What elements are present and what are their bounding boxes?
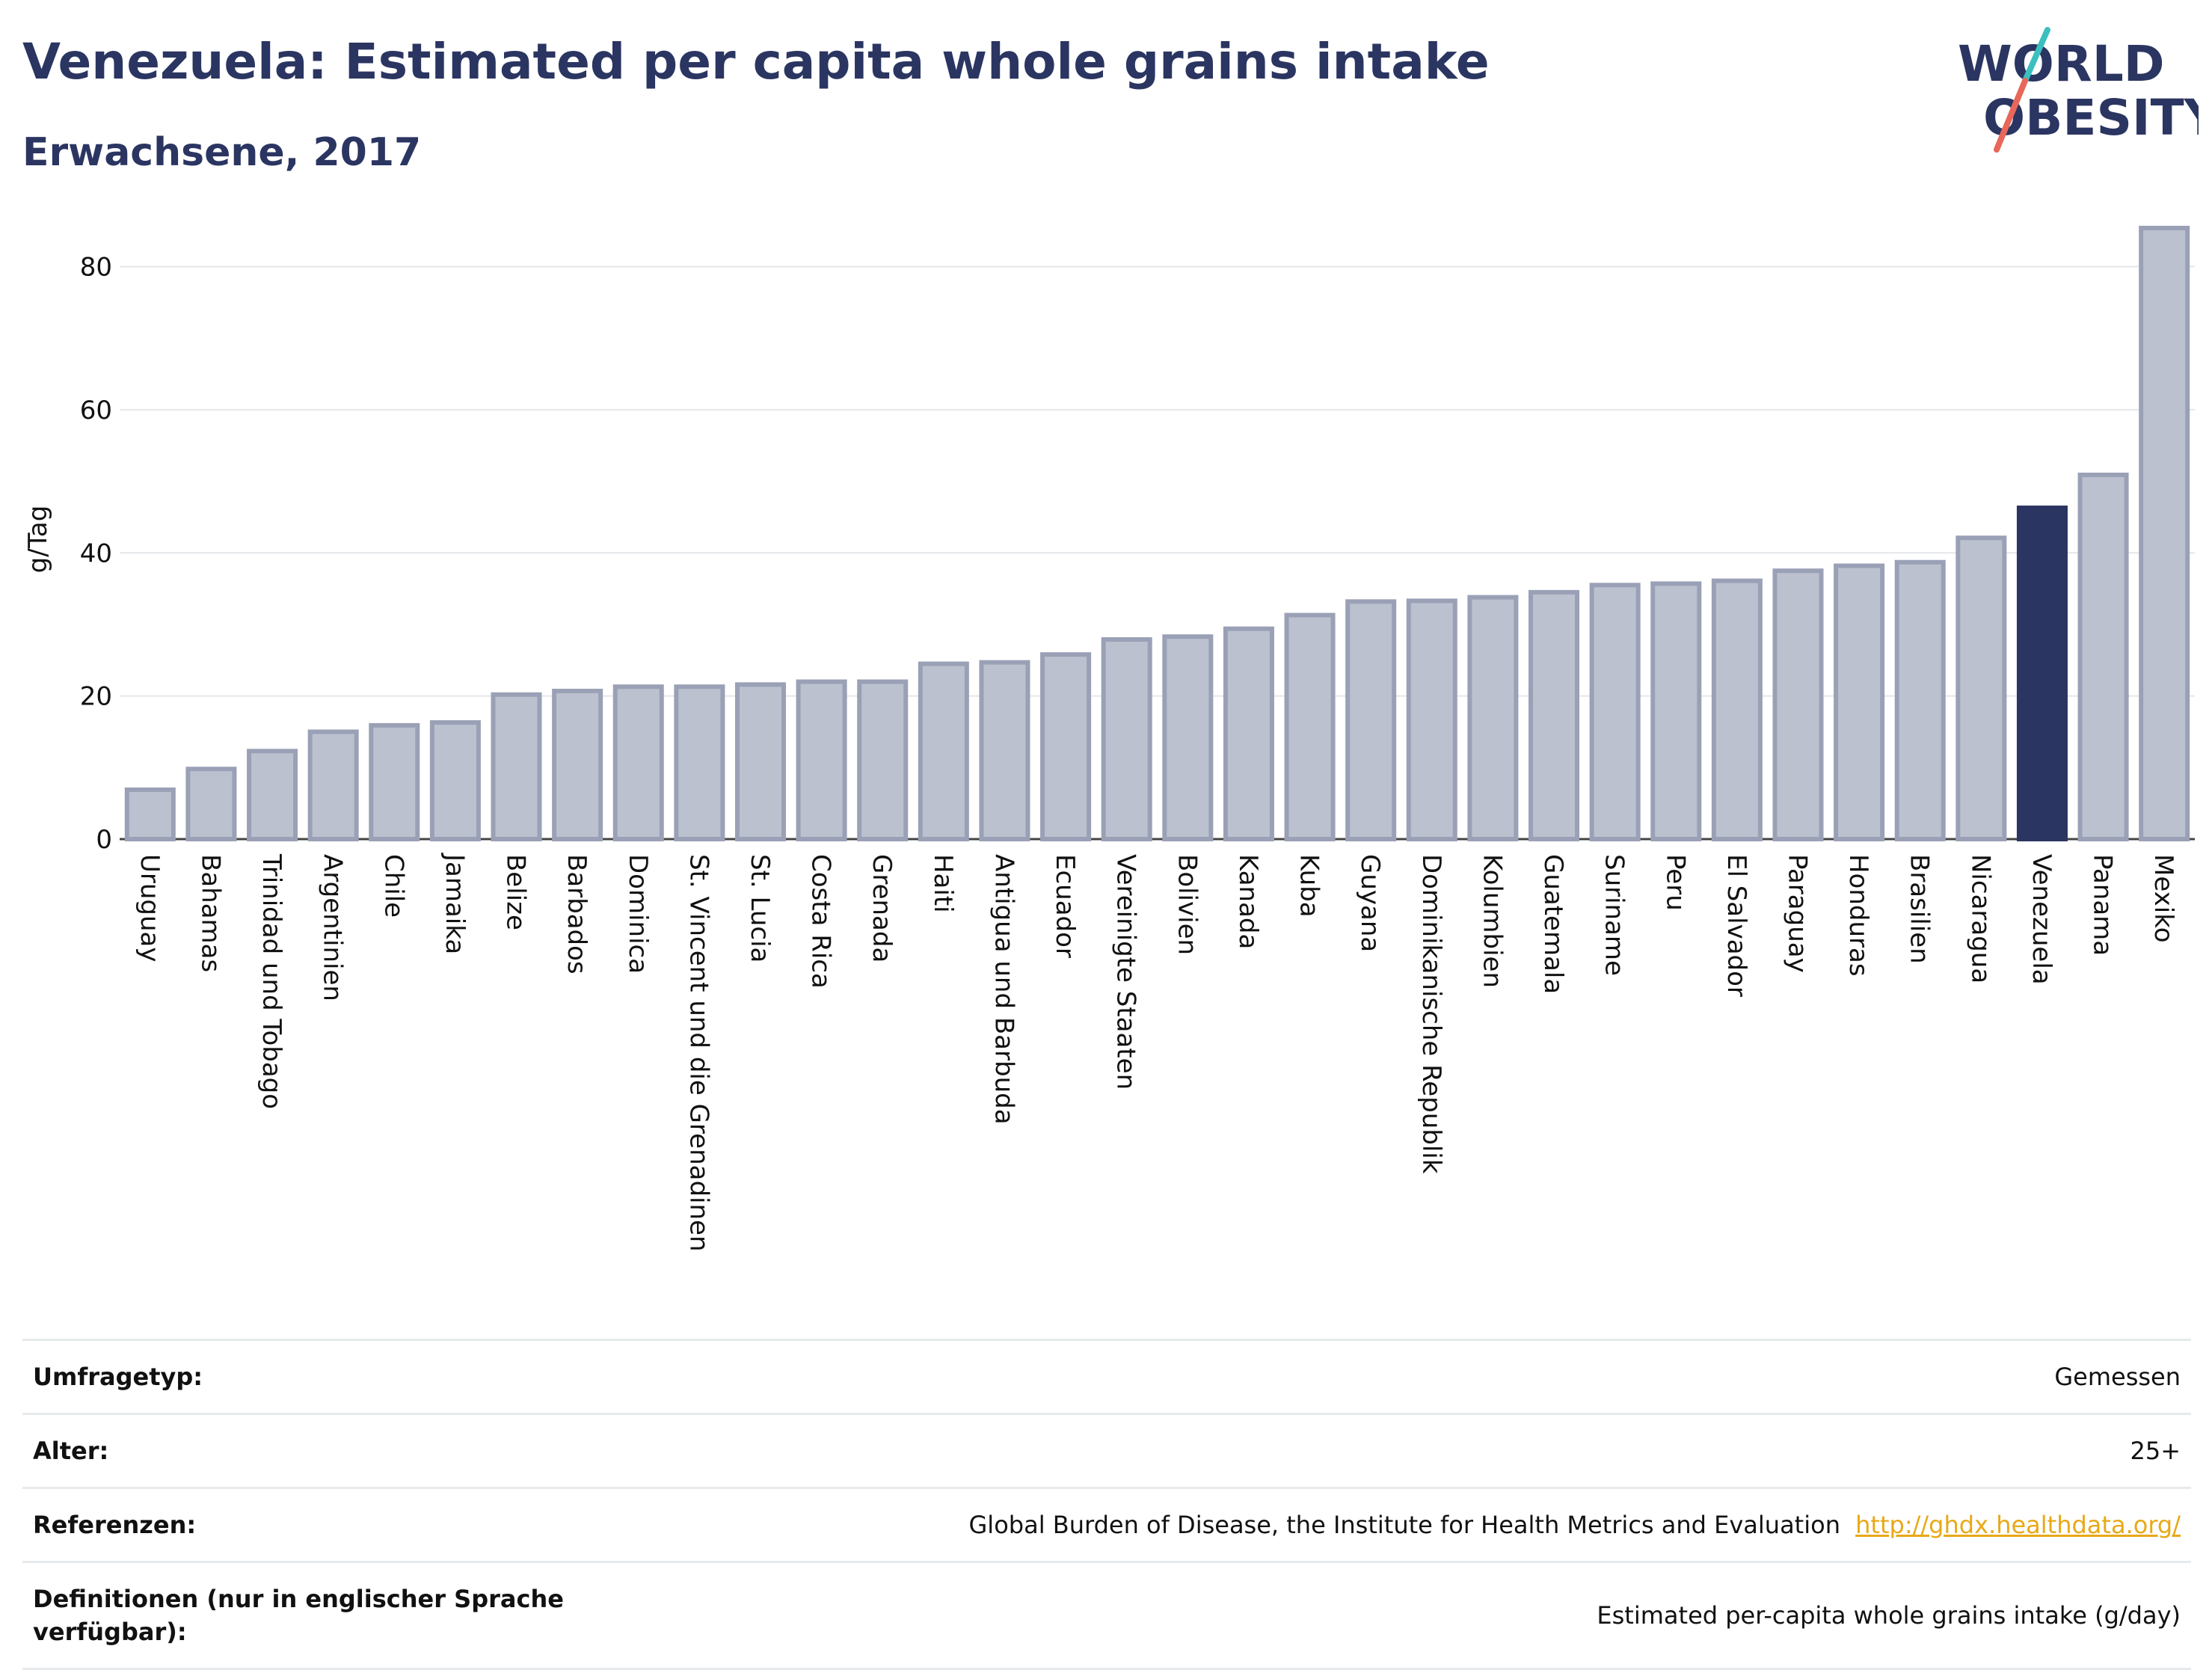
bar-kanada: [1223, 626, 1274, 841]
y-axis: 0 20 40 60 80: [80, 253, 112, 855]
bar-vereinigte-staaten: [1101, 637, 1152, 841]
y-tick-label: 0: [96, 825, 112, 855]
x-tick-label: Venezuela: [2027, 854, 2056, 985]
bar-barbados: [552, 688, 603, 842]
x-tick-label: St. Lucia: [745, 854, 775, 963]
x-tick-label: Dominica: [623, 854, 653, 974]
bar-mexiko: [2139, 225, 2190, 842]
bar-guyana: [1345, 599, 1397, 841]
reference-link[interactable]: http://ghdx.healthdata.org/: [1855, 1511, 2181, 1539]
bar-dominikanische-republik: [1406, 598, 1457, 841]
bar-bolivien: [1162, 634, 1214, 841]
bar-chile: [369, 722, 420, 841]
bar-kolumbien: [1467, 595, 1519, 841]
x-axis-labels: Uruguay Bahamas Trinidad und Tobago Argenti…: [135, 853, 2178, 1252]
y-tick-label: 80: [80, 253, 112, 283]
bar-paraguay: [1772, 568, 1824, 841]
info-row-definitions: Definitionen (nur in englischer Sprache …: [22, 1561, 2191, 1670]
x-tick-label: Dominikanische Republik: [1416, 854, 1446, 1174]
logo-text-world: WORLD: [1958, 35, 2165, 93]
bar-belize: [491, 692, 542, 841]
x-tick-label: El Salvador: [1721, 854, 1751, 997]
info-key: Umfragetyp:: [33, 1363, 203, 1391]
logo-slash-coral: [1994, 78, 2028, 153]
x-tick-label: Peru: [1660, 854, 1690, 911]
bar-costa-rica: [796, 679, 847, 841]
bar-nicaragua: [1956, 535, 2007, 841]
info-row-references: Referenzen: Global Burden of Disease, th…: [22, 1487, 2191, 1561]
x-tick-label: Belize: [501, 854, 531, 930]
bar-jamaika: [429, 720, 481, 841]
y-tick-label: 20: [80, 682, 112, 712]
reference-text: Global Burden of Disease, the Institute …: [968, 1511, 1840, 1539]
bar-argentinien: [307, 729, 359, 842]
x-tick-label: Grenada: [867, 854, 897, 963]
x-tick-label: Barbados: [562, 854, 592, 974]
bar-trinidad-und-tobago: [247, 749, 298, 841]
x-tick-label: Honduras: [1843, 854, 1873, 977]
x-tick-label: Mexiko: [2148, 854, 2178, 943]
bar-antigua-und-barbuda: [979, 660, 1030, 841]
x-tick-label: Uruguay: [135, 854, 165, 963]
x-tick-label: Guatemala: [1538, 854, 1568, 994]
x-tick-label: Chile: [378, 854, 408, 918]
x-tick-label: Nicaragua: [1965, 854, 1995, 983]
x-tick-label: Guyana: [1355, 854, 1385, 952]
bar-panama: [2077, 472, 2129, 841]
info-table: Umfragetyp: Gemessen Alter: 25+ Referenz…: [22, 1339, 2191, 1670]
x-tick-label: Bolivien: [1172, 854, 1202, 955]
bar-st-vincent-und-die-grenadinen: [674, 684, 725, 842]
x-tick-label: Ecuador: [1050, 854, 1080, 958]
x-tick-label: Bahamas: [195, 854, 225, 972]
bar-peru: [1650, 581, 1702, 841]
bar-dominica: [612, 684, 664, 842]
bar-guatemala: [1529, 589, 1580, 841]
bar-chart: 0 20 40 60 80 Uruguay Bahamas Trinidad und Tob…: [23, 225, 2195, 1252]
x-tick-label: St. Vincent und die Grenadinen: [683, 854, 713, 1252]
info-row-survey-type: Umfragetyp: Gemessen: [22, 1339, 2191, 1413]
bar-honduras: [1834, 563, 1885, 841]
logo-slash-teal: [2022, 27, 2050, 84]
x-tick-label: Panama: [2088, 854, 2118, 956]
bar-ecuador: [1040, 652, 1092, 842]
x-tick-label: Antigua und Barbuda: [989, 854, 1019, 1125]
info-value: Estimated per-capita whole grains intake…: [1597, 1601, 2181, 1630]
bar-st-lucia: [734, 682, 786, 841]
info-value: 25+: [2130, 1437, 2181, 1465]
x-tick-label: Kolumbien: [1477, 854, 1507, 988]
info-value: Global Burden of Disease, the Institute …: [969, 1508, 2181, 1541]
x-tick-label: Suriname: [1600, 854, 1629, 976]
bar-kuba: [1284, 613, 1336, 842]
bar-suriname: [1589, 583, 1641, 841]
bar-uruguay: [124, 787, 176, 842]
x-tick-label: Trinidad und Tobago: [256, 853, 286, 1109]
x-tick-label: Paraguay: [1782, 854, 1812, 973]
y-axis-label: g/Tag: [23, 506, 53, 574]
bar-el-salvador: [1711, 578, 1763, 841]
bars: [124, 225, 2190, 842]
info-row-age: Alter: 25+: [22, 1413, 2191, 1487]
info-key: Definitionen (nur in englischer Sprache …: [33, 1585, 564, 1646]
x-tick-label: Kanada: [1233, 854, 1263, 949]
y-tick-label: 40: [80, 538, 112, 568]
info-key: Referenzen:: [33, 1511, 197, 1539]
x-tick-label: Jamaika: [440, 853, 470, 954]
bar-grenada: [857, 679, 909, 841]
x-tick-label: Argentinien: [318, 854, 348, 1001]
info-key: Alter:: [33, 1437, 109, 1465]
x-tick-label: Brasilien: [1905, 854, 1935, 964]
bar-haiti: [918, 661, 969, 841]
bar-brasilien: [1894, 559, 1946, 841]
info-value: Gemessen: [2054, 1363, 2181, 1391]
x-tick-label: Vereinigte Staaten: [1111, 854, 1141, 1090]
chart-subtitle: Erwachsene, 2017: [22, 130, 422, 175]
bar-bahamas: [185, 767, 237, 841]
chart-title: Venezuela: Estimated per capita whole gr…: [22, 33, 1490, 90]
x-tick-label: Haiti: [928, 854, 958, 913]
world-obesity-logo: WORLD OBESITY: [1958, 27, 2199, 153]
x-tick-label: Kuba: [1294, 854, 1324, 918]
y-tick-label: 60: [80, 396, 112, 426]
x-tick-label: Costa Rica: [806, 854, 836, 989]
bar-venezuela: [2016, 505, 2068, 841]
